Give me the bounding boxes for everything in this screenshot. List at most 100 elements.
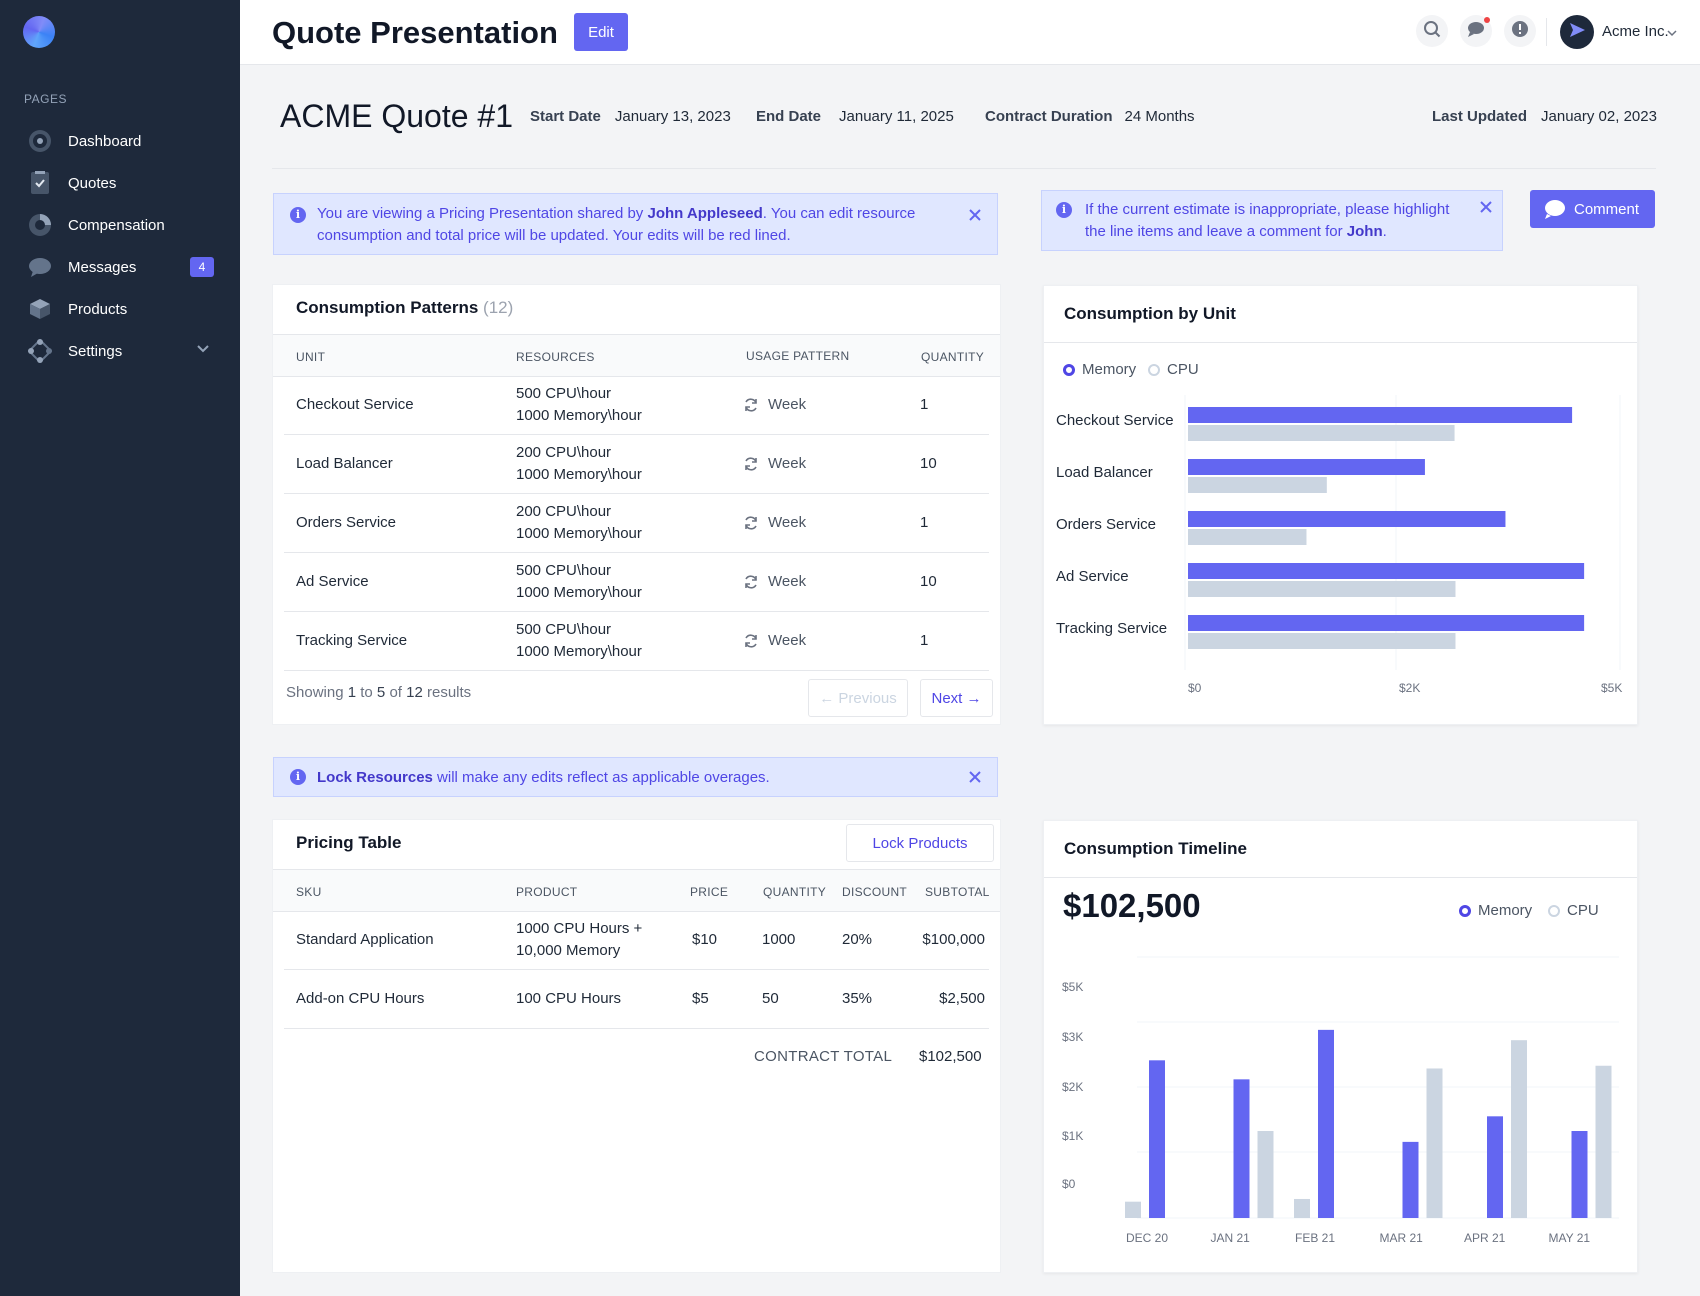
divider [273,334,1000,335]
bar-memory[interactable] [1318,1029,1334,1218]
product-line: 1000 CPU Hours + [516,920,643,937]
legend-label: Memory [1082,361,1137,378]
bar-cpu[interactable] [1294,1198,1310,1218]
sidebar-item-dashboard[interactable]: Dashboard [0,120,240,162]
search-button[interactable] [1416,15,1448,47]
close-icon[interactable] [1478,199,1494,215]
pager-text: of [389,684,402,701]
quantity-cell[interactable]: 1 [920,396,929,413]
last-updated: Last Updated January 02, 2023 [1432,108,1657,125]
legend-item-cpu[interactable]: CPU [1548,902,1599,919]
lock-products-button[interactable]: Lock Products [846,824,994,862]
estimate-alert-text: If the current estimate is inappropriate… [1085,199,1460,243]
divider [284,611,989,612]
pagination-info: Showing 1 to 5 of 12 results [286,684,471,701]
refresh-icon [743,397,759,418]
resource-memory: 1000 Memory\hour [516,584,642,601]
info-button[interactable] [1504,15,1536,47]
chevron-down-icon[interactable] [1666,27,1678,45]
comment-button[interactable]: Comment [1530,190,1655,228]
bar-memory[interactable] [1487,1116,1503,1218]
sidebar-item-quotes[interactable]: Quotes [0,162,240,204]
alert-author: John [1346,223,1383,240]
bar-cpu[interactable] [1188,633,1456,649]
bar-cpu[interactable] [1188,425,1455,441]
legend-item-cpu[interactable]: CPU [1148,361,1199,378]
table-row[interactable]: Add-on CPU Hours 100 CPU Hours $5 50 35% $2,5… [272,970,1001,1029]
category-label: Ad Service [1056,568,1129,585]
sidebar-item-settings[interactable]: Settings [0,330,240,372]
bar-cpu[interactable] [1188,477,1327,493]
sku-cell: Standard Application [296,931,434,948]
comment-icon [1544,199,1566,219]
legend-item-memory[interactable]: Memory [1063,361,1136,378]
consumption-timeline-chart: $0 $1K $2K $3K $5K DEC 20 JAN 21 FEB 21 MAR 21 AP… [1062,956,1619,1245]
bar-cpu[interactable] [1188,529,1307,545]
category-label: Load Balancer [1056,464,1153,481]
close-icon[interactable] [967,207,983,223]
quantity-cell[interactable]: 1 [920,632,929,649]
dashboard-icon [28,129,52,153]
table-row[interactable]: Standard Application 1000 CPU Hours + 10,0… [272,911,1001,970]
divider [284,552,989,553]
product-line: 10,000 Memory [516,942,621,959]
bar-memory[interactable] [1571,1131,1588,1218]
duration-label: Contract Duration [985,108,1113,125]
bar-memory[interactable] [1233,1079,1250,1218]
sidebar-item-messages[interactable]: Messages 4 [0,246,240,288]
sidebar-item-label: Products [68,300,128,318]
quantity-cell[interactable]: 1 [920,514,929,531]
edit-button[interactable]: Edit [574,13,628,51]
y-tick-label: $1K [1062,1129,1083,1143]
bar-cpu[interactable] [1511,1040,1527,1218]
subtotal-cell: $100,000 [922,931,985,948]
bar-memory[interactable] [1188,615,1585,631]
column-header: PRODUCT [516,885,578,899]
bar-memory[interactable] [1149,1060,1165,1218]
bar-memory[interactable] [1188,563,1585,579]
sidebar-item-compensation[interactable]: Compensation [0,204,240,246]
quantity-cell[interactable]: 10 [920,573,937,590]
column-header: DISCOUNT [842,885,908,899]
quantity-cell[interactable]: 1000 [762,931,796,948]
divider [1546,18,1547,46]
bar-cpu[interactable] [1188,581,1456,597]
start-date-label: Start Date [530,108,601,125]
table-row[interactable]: Ad Service 500 CPU\hour 1000 Memory\hour We… [272,553,1001,612]
bar-memory[interactable] [1188,511,1506,527]
legend-item-memory[interactable]: Memory [1459,902,1532,919]
quantity-cell[interactable]: 50 [762,990,779,1007]
chevron-down-icon[interactable] [196,342,210,360]
table-row[interactable]: Orders Service 200 CPU\hour 1000 Memory\ho… [272,494,1001,553]
info-icon: i [290,207,306,223]
previous-button[interactable]: ← Previous [808,679,908,717]
account-name[interactable]: Acme Inc. [1602,23,1669,40]
table-row[interactable]: Tracking Service 500 CPU\hour 1000 Memory\… [272,612,1001,671]
contract-total-label: CONTRACT TOTAL [754,1048,893,1065]
bar-memory[interactable] [1188,407,1573,423]
table-row[interactable]: Load Balancer 200 CPU\hour 1000 Memory\hou… [272,435,1001,494]
bar-cpu[interactable] [1257,1131,1274,1218]
bar-memory[interactable] [1188,459,1425,475]
bar-memory[interactable] [1402,1141,1419,1218]
avatar[interactable] [1560,15,1594,49]
alert-strong[interactable]: Lock Resources [317,769,433,786]
chat-icon [1467,20,1485,43]
bar-cpu[interactable] [1125,1201,1141,1218]
table-row[interactable]: Checkout Service 500 CPU\hour 1000 Memory\… [272,376,1001,435]
sidebar-item-products[interactable]: Products [0,288,240,330]
resource-memory: 1000 Memory\hour [516,466,642,483]
divider [272,168,1656,169]
close-icon[interactable] [967,769,983,785]
messages-button[interactable] [1460,15,1492,47]
estimate-alert: i If the current estimate is inappropria… [1041,190,1503,251]
bar-cpu[interactable] [1426,1068,1443,1218]
legend-marker [1148,363,1160,376]
card-title: Pricing Table [296,833,402,852]
pricing-alert: i You are viewing a Pricing Presentation… [273,193,998,255]
logo[interactable] [23,16,55,48]
alert-author: John Appleseed [647,205,763,222]
bar-cpu[interactable] [1595,1065,1612,1218]
quantity-cell[interactable]: 10 [920,455,937,472]
next-button[interactable]: Next → [920,679,993,717]
